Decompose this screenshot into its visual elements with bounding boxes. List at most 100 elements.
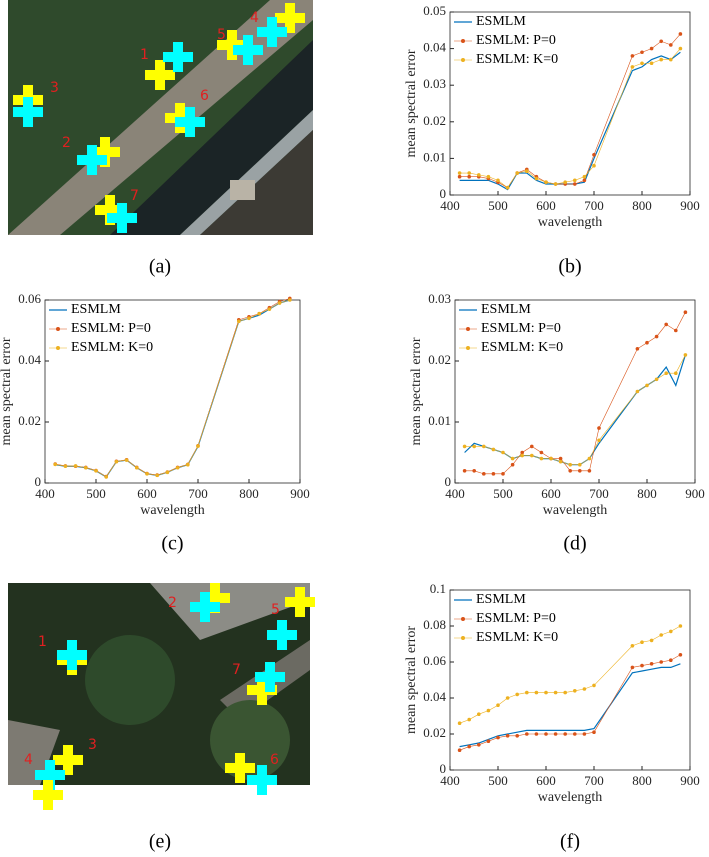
point — [477, 712, 481, 716]
point — [520, 450, 524, 455]
x-tick-label: 800 — [239, 486, 259, 501]
legend-label: ESMLM: P=0 — [476, 33, 556, 48]
legend-marker — [466, 327, 470, 331]
cross-v — [185, 107, 195, 137]
legend-label: ESMLM: P=0 — [71, 321, 151, 336]
point — [457, 721, 462, 725]
point — [534, 176, 539, 181]
legend-label: ESMLM: K=0 — [481, 340, 563, 355]
point-label: 5 — [217, 27, 226, 43]
legend-marker — [56, 327, 60, 331]
legend-marker — [461, 39, 465, 43]
point — [674, 328, 678, 333]
cross-v — [257, 675, 267, 705]
x-tick-label: 900 — [680, 198, 700, 213]
point — [63, 464, 68, 469]
cross-v — [210, 583, 220, 613]
point — [553, 182, 558, 186]
x-tick-label: 700 — [584, 773, 604, 788]
y-tick-label: 0.02 — [423, 113, 446, 128]
cross-v — [285, 3, 295, 33]
point — [505, 734, 510, 738]
x-axis-label: wavelength — [543, 503, 608, 518]
point — [472, 444, 477, 449]
x-axis-label: wavelength — [140, 503, 205, 518]
point — [640, 663, 644, 668]
point — [175, 465, 180, 470]
point — [534, 732, 539, 736]
point-label: 3 — [50, 80, 59, 96]
x-tick-label: 900 — [680, 773, 700, 788]
point — [640, 640, 644, 644]
point — [525, 690, 529, 695]
caption: (e) — [149, 831, 171, 853]
point-label: 6 — [270, 752, 279, 768]
x-tick-label: 400 — [440, 198, 460, 213]
point — [510, 456, 515, 461]
point — [53, 462, 57, 467]
point — [582, 178, 587, 183]
x-tick-label: 500 — [493, 486, 513, 501]
point — [659, 57, 663, 62]
point — [582, 174, 587, 179]
point — [592, 683, 596, 688]
legend-label: ESMLM: P=0 — [481, 321, 561, 336]
point — [124, 458, 129, 462]
point — [678, 32, 683, 36]
x-tick-label: 600 — [536, 773, 556, 788]
point — [472, 469, 477, 473]
point — [635, 347, 640, 351]
y-tick-label: 0 — [440, 761, 447, 776]
point — [558, 459, 563, 464]
cross-v — [200, 592, 210, 622]
point-label: 2 — [168, 595, 177, 611]
y-tick-label: 0.01 — [423, 149, 446, 164]
point — [467, 744, 472, 749]
cross-v — [87, 145, 97, 175]
point — [467, 174, 472, 179]
point — [73, 464, 78, 468]
y-tick-label: 0.06 — [18, 291, 41, 306]
caption: (f) — [560, 831, 580, 853]
point — [145, 472, 149, 476]
point — [496, 178, 500, 183]
y-tick-label: 0.02 — [428, 352, 451, 367]
legend-marker — [461, 58, 465, 62]
point — [582, 732, 587, 736]
y-axis-label: mean spectral error — [404, 49, 419, 157]
point — [573, 689, 577, 693]
point — [486, 708, 491, 713]
point — [467, 171, 472, 175]
point — [544, 180, 548, 184]
point — [597, 426, 601, 430]
cross-v — [100, 137, 110, 167]
crosses — [13, 3, 315, 810]
y-tick-label: 0.1 — [430, 581, 446, 596]
point — [664, 322, 668, 327]
point — [649, 662, 654, 666]
cross-v — [227, 30, 237, 60]
cross-v — [45, 760, 55, 790]
point — [683, 353, 688, 357]
point — [482, 444, 486, 449]
legend-label: ESMLM — [481, 302, 531, 317]
point — [505, 185, 510, 190]
y-tick-label: 0.06 — [423, 653, 446, 668]
point — [563, 690, 567, 695]
point — [114, 459, 119, 464]
cross-v — [267, 17, 277, 47]
point — [515, 734, 519, 738]
point — [267, 307, 272, 311]
point-label: 2 — [62, 135, 71, 151]
point — [563, 180, 567, 184]
point — [505, 696, 510, 700]
series-line — [459, 663, 681, 748]
point — [482, 472, 486, 476]
x-axis-label: wavelength — [538, 790, 603, 805]
point — [515, 692, 519, 697]
x-tick-label: 400 — [440, 773, 460, 788]
point — [659, 39, 663, 44]
legend-label: ESMLM — [476, 14, 526, 29]
point — [457, 171, 462, 175]
point — [659, 633, 663, 637]
